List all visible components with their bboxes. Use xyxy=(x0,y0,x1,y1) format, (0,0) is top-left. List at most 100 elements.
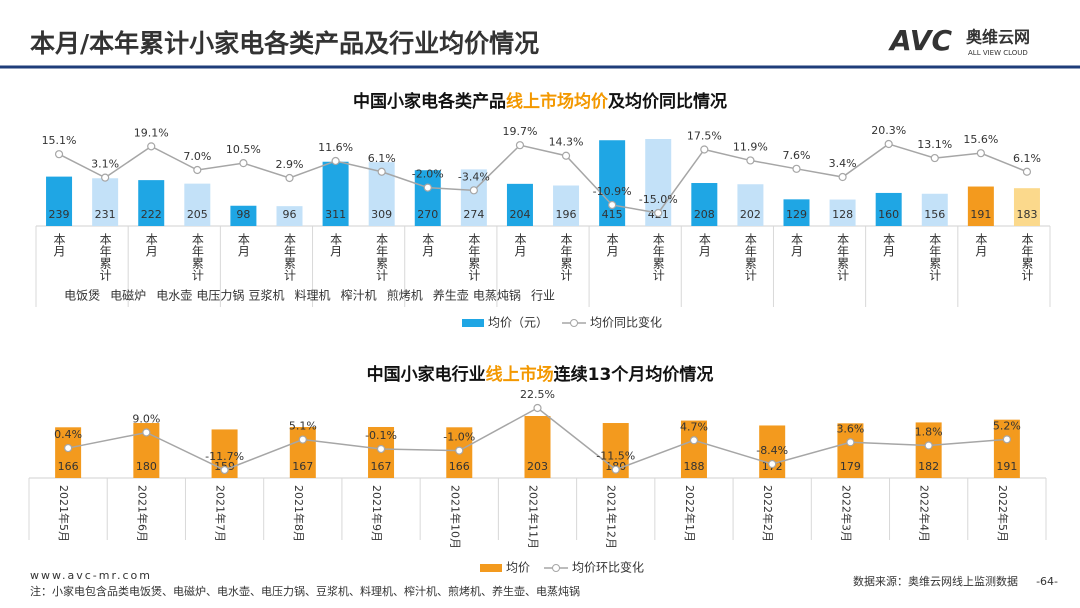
group-label: 煎烤机 xyxy=(387,288,423,303)
group-label: 榨汁机 xyxy=(341,288,377,303)
title-part: 连续13个月均价情况 xyxy=(554,364,714,385)
group-label: 电蒸炖锅 xyxy=(473,288,521,303)
group-label: 电磁炉 xyxy=(110,288,146,303)
legend-swatch xyxy=(480,564,502,572)
line-marker xyxy=(423,183,432,192)
title-part: 线上市场均价 xyxy=(506,91,609,112)
line-marker xyxy=(608,200,617,210)
sub-label: 本月 xyxy=(513,233,527,258)
line-marker xyxy=(331,156,340,166)
line-value-label: 3.6% xyxy=(836,422,864,435)
sub-label: 本月 xyxy=(144,233,158,258)
line-value-label: 7.0% xyxy=(183,150,211,163)
line-value-label: 4.7% xyxy=(680,420,708,433)
sub-label: 本年累计 xyxy=(928,233,942,281)
line-value-label: 7.6% xyxy=(783,149,811,162)
line-marker xyxy=(239,159,248,168)
slide-title: 本月/本年累计小家电各类产品及行业均价情况 xyxy=(30,29,539,58)
line-value-label: 5.2% xyxy=(993,419,1021,432)
group-label: 电水壶 xyxy=(156,288,192,303)
bar-value-label: 98 xyxy=(236,208,250,221)
x-tick-label: 2021年8月 xyxy=(292,485,306,542)
line-value-label: 3.1% xyxy=(91,158,119,171)
bar xyxy=(921,193,948,226)
line-marker xyxy=(611,465,620,474)
title-part: 中国小家电各类产品 xyxy=(353,91,506,112)
bar-value-label: 203 xyxy=(527,460,548,473)
line-marker xyxy=(654,208,663,218)
x-tick-label: 2022年1月 xyxy=(683,485,697,542)
x-tick-label: 2021年6月 xyxy=(135,485,149,542)
sub-label: 本年累计 xyxy=(559,233,573,281)
bar xyxy=(506,183,533,226)
line-value-label: 1.8% xyxy=(915,426,943,439)
bar-value-label: 191 xyxy=(970,208,991,221)
line-value-label: 19.1% xyxy=(134,126,169,139)
sub-label: 本年累计 xyxy=(651,233,665,281)
bar xyxy=(414,170,441,226)
bar xyxy=(184,183,211,226)
bar-value-label: 182 xyxy=(918,460,939,473)
line-marker xyxy=(64,443,73,453)
bar xyxy=(691,183,718,226)
line-value-label: 17.5% xyxy=(687,129,722,142)
line-value-label: 10.5% xyxy=(226,143,261,156)
title-part: 中国小家电行业 xyxy=(367,364,486,385)
line-value-label: -15.0% xyxy=(639,193,678,206)
line-value-label: 13.1% xyxy=(917,138,952,151)
logo-name: 奥维云网 xyxy=(966,28,1030,47)
line-value-label: 15.1% xyxy=(42,134,77,147)
bar-value-label: 188 xyxy=(683,460,704,473)
sub-label: 本月 xyxy=(421,233,435,258)
bar xyxy=(138,180,165,226)
x-tick-label: 2022年4月 xyxy=(918,485,932,542)
bar xyxy=(322,161,349,226)
legend-label: 均价同比变化 xyxy=(590,315,662,330)
bar xyxy=(967,186,994,226)
line-value-label: 11.9% xyxy=(733,140,768,153)
line-marker xyxy=(884,139,893,149)
bar-value-label: 274 xyxy=(463,208,484,221)
sub-label: 本月 xyxy=(236,233,250,258)
line-marker xyxy=(768,459,777,469)
sub-label: 本年累计 xyxy=(1020,233,1034,281)
x-tick-label: 2022年2月 xyxy=(761,485,775,542)
line-value-label: -3.4% xyxy=(458,170,490,183)
x-tick-label: 2021年9月 xyxy=(370,485,384,542)
line-marker xyxy=(561,151,571,160)
legend-swatch xyxy=(570,319,579,327)
website: www.avc-mr.com xyxy=(30,569,152,582)
bar xyxy=(524,416,551,478)
line-value-label: 9.0% xyxy=(132,412,160,425)
bar xyxy=(915,422,942,478)
sub-label: 本月 xyxy=(974,233,988,258)
bar xyxy=(993,419,1020,478)
x-tick-label: 2021年7月 xyxy=(214,485,228,542)
bar-value-label: 205 xyxy=(187,208,208,221)
legend-label: 均价环比变化 xyxy=(572,560,644,575)
legend-label: 均价（元） xyxy=(488,316,548,330)
sub-label: 本月 xyxy=(790,233,804,258)
line-series xyxy=(58,143,1028,214)
x-tick-label: 2021年11月 xyxy=(527,485,541,549)
x-tick-label: 2021年12月 xyxy=(605,485,619,549)
line-marker xyxy=(700,145,709,154)
line-marker xyxy=(54,150,64,159)
line-value-label: -0.1% xyxy=(365,429,397,442)
chart-title: 中国小家电各类产品线上市场均价及均价同比情况 xyxy=(353,91,727,112)
sub-label: 本年累计 xyxy=(467,233,481,281)
line-value-label: 11.6% xyxy=(318,141,353,154)
bar-value-label: 204 xyxy=(509,208,530,221)
line-marker xyxy=(193,165,202,175)
sub-label: 本月 xyxy=(605,233,619,258)
logo-sub: ALL VIEW CLOUD xyxy=(968,49,1028,57)
bar xyxy=(783,199,810,226)
bar-value-label: 191 xyxy=(996,460,1017,473)
bar-value-label: 156 xyxy=(924,208,945,221)
bar-value-label: 129 xyxy=(786,208,807,221)
line-marker xyxy=(1022,167,1032,176)
bar xyxy=(680,420,707,478)
bar xyxy=(230,205,257,226)
line-value-label: 22.5% xyxy=(520,388,555,401)
